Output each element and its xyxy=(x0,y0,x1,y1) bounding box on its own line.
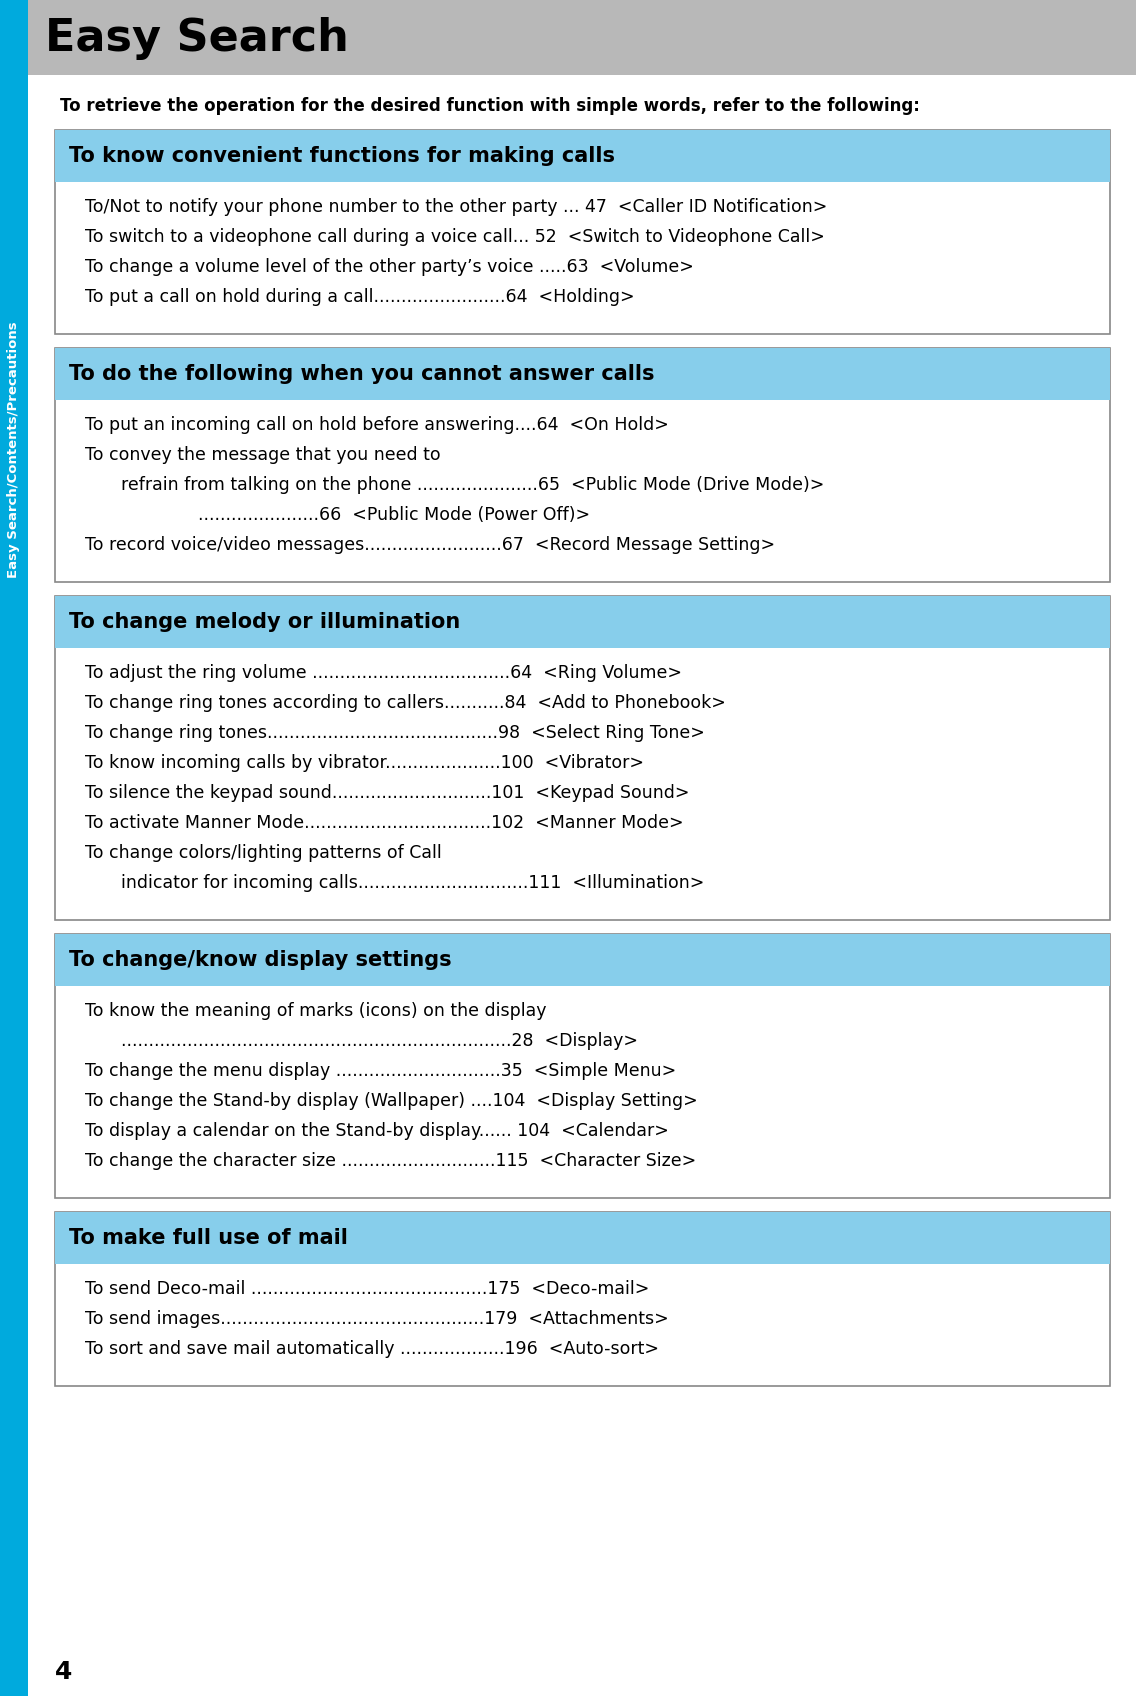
Text: To change the character size ............................115  <Character Size>: To change the character size ...........… xyxy=(85,1152,696,1170)
Bar xyxy=(55,131,1110,334)
Text: To do the following when you cannot answer calls: To do the following when you cannot answ… xyxy=(69,365,654,383)
Text: To send Deco-mail ...........................................175  <Deco-mail>: To send Deco-mail ......................… xyxy=(85,1280,650,1297)
Text: To sort and save mail automatically ...................196  <Auto-sort>: To sort and save mail automatically ....… xyxy=(85,1340,659,1358)
Text: To put a call on hold during a call........................64  <Holding>: To put a call on hold during a call.....… xyxy=(85,288,635,305)
Bar xyxy=(55,131,1110,181)
Bar xyxy=(55,348,1110,582)
Text: To send images................................................179  <Attachments>: To send images..........................… xyxy=(85,1309,669,1328)
Text: To retrieve the operation for the desired function with simple words, refer to t: To retrieve the operation for the desire… xyxy=(60,97,920,115)
Text: To change melody or illumination: To change melody or illumination xyxy=(69,612,460,633)
Text: To change/know display settings: To change/know display settings xyxy=(69,950,452,970)
Text: To display a calendar on the Stand-by display...... 104  <Calendar>: To display a calendar on the Stand-by di… xyxy=(85,1123,669,1140)
Text: To change colors/lighting patterns of Call: To change colors/lighting patterns of Ca… xyxy=(85,845,442,862)
Bar xyxy=(55,934,1110,1197)
Text: Easy Search: Easy Search xyxy=(45,17,349,61)
Bar xyxy=(0,0,1136,75)
Bar xyxy=(0,75,28,1696)
Text: To convey the message that you need to: To convey the message that you need to xyxy=(85,446,441,465)
Text: Easy Search/Contents/Precautions: Easy Search/Contents/Precautions xyxy=(8,322,20,578)
Bar xyxy=(55,348,1110,400)
Text: To change the Stand-by display (Wallpaper) ....104  <Display Setting>: To change the Stand-by display (Wallpape… xyxy=(85,1092,698,1109)
Bar xyxy=(0,0,28,75)
Text: To know convenient functions for making calls: To know convenient functions for making … xyxy=(69,146,615,166)
Bar xyxy=(55,1213,1110,1264)
Text: To know the meaning of marks (icons) on the display: To know the meaning of marks (icons) on … xyxy=(85,1002,546,1019)
Text: To/Not to notify your phone number to the other party ... 47  <Caller ID Notific: To/Not to notify your phone number to th… xyxy=(85,198,827,215)
Text: To change a volume level of the other party’s voice .....63  <Volume>: To change a volume level of the other pa… xyxy=(85,258,694,276)
Text: To activate Manner Mode..................................102  <Manner Mode>: To activate Manner Mode.................… xyxy=(85,814,684,833)
Text: refrain from talking on the phone ......................65  <Public Mode (Drive : refrain from talking on the phone ......… xyxy=(110,477,825,494)
Text: To make full use of mail: To make full use of mail xyxy=(69,1228,348,1248)
Text: To record voice/video messages.........................67  <Record Message Setti: To record voice/video messages..........… xyxy=(85,536,775,555)
Text: To silence the keypad sound.............................101  <Keypad Sound>: To silence the keypad sound.............… xyxy=(85,784,690,802)
Bar xyxy=(55,595,1110,648)
Text: To change ring tones according to callers...........84  <Add to Phonebook>: To change ring tones according to caller… xyxy=(85,694,726,712)
Text: To put an incoming call on hold before answering....64  <On Hold>: To put an incoming call on hold before a… xyxy=(85,416,669,434)
Text: ......................66  <Public Mode (Power Off)>: ......................66 <Public Mode (P… xyxy=(110,505,590,524)
Text: 4: 4 xyxy=(55,1660,73,1684)
Text: indicator for incoming calls...............................111  <Illumination>: indicator for incoming calls............… xyxy=(110,873,704,892)
Bar xyxy=(55,595,1110,919)
Text: To adjust the ring volume ....................................64  <Ring Volume>: To adjust the ring volume ..............… xyxy=(85,665,682,682)
Text: To change the menu display ..............................35  <Simple Menu>: To change the menu display .............… xyxy=(85,1062,676,1080)
Bar xyxy=(55,934,1110,985)
Bar xyxy=(55,1213,1110,1386)
Text: To switch to a videophone call during a voice call... 52  <Switch to Videophone : To switch to a videophone call during a … xyxy=(85,227,825,246)
Text: To know incoming calls by vibrator.....................100  <Vibrator>: To know incoming calls by vibrator......… xyxy=(85,755,644,772)
Text: .......................................................................28  <Disp: ........................................… xyxy=(110,1031,638,1050)
Text: To change ring tones..........................................98  <Select Ring T: To change ring tones....................… xyxy=(85,724,704,743)
